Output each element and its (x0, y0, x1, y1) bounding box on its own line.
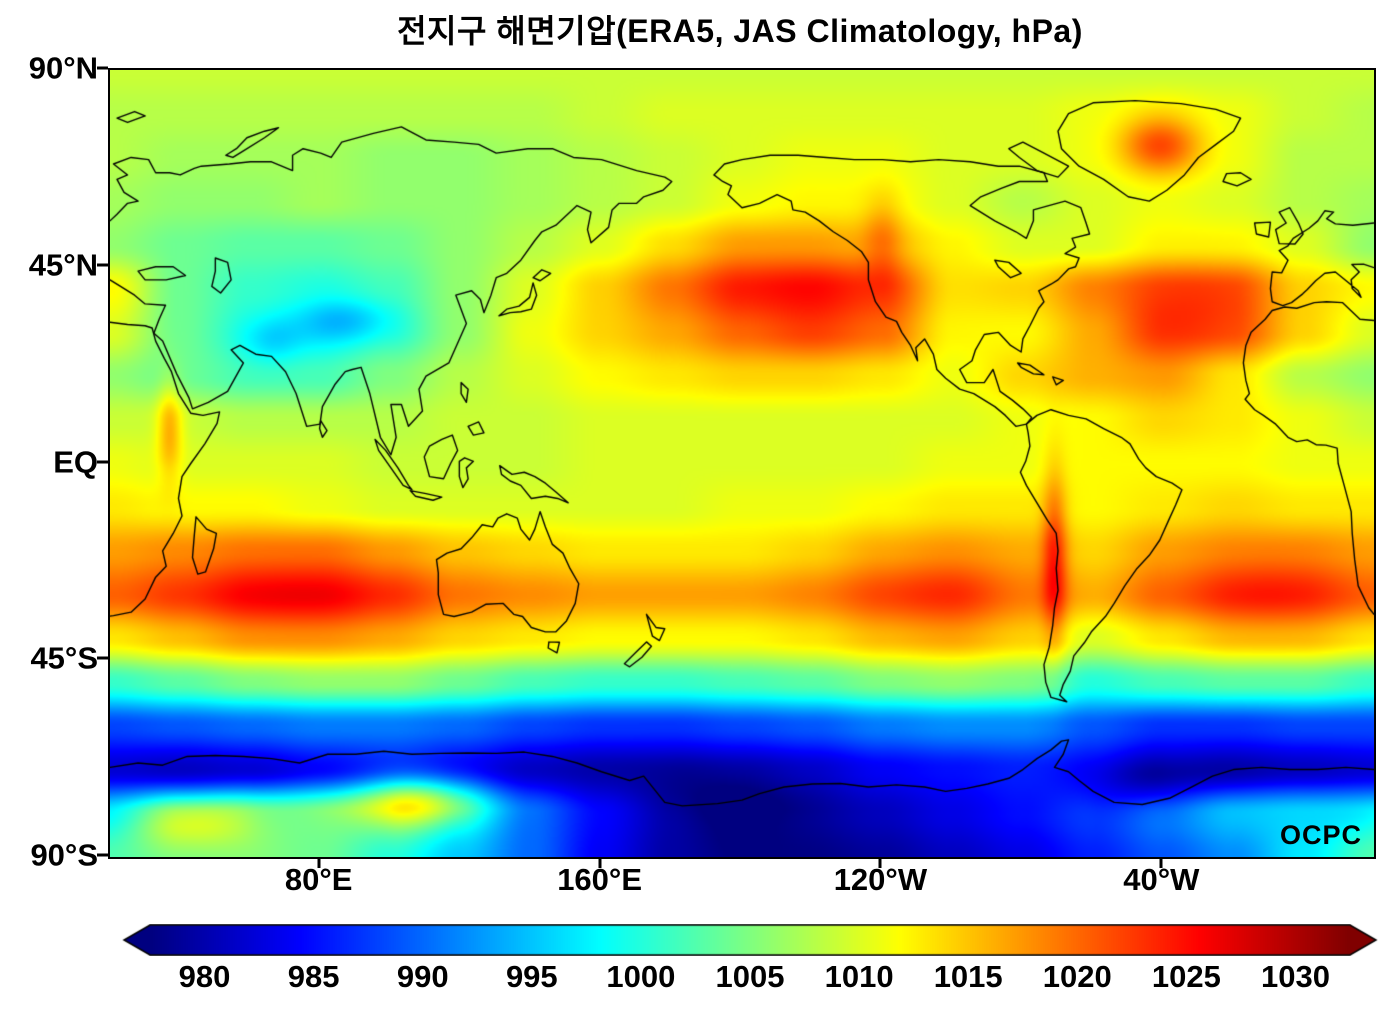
y-axis-tick-90n (97, 66, 108, 70)
colorbar (122, 924, 1378, 956)
colorbar-tick-labels: 980 985 990 995 1000 1005 1010 1015 1020… (150, 958, 1350, 1002)
colorbar-label-1030: 1030 (1260, 959, 1330, 994)
x-axis-tick-120w (878, 857, 882, 868)
map-plot-area: OCPC (108, 68, 1376, 859)
colorbar-label-1000: 1000 (606, 959, 676, 994)
x-axis-label-40w: 40°W (1123, 862, 1200, 897)
chart-title: 전지구 해면기압(ERA5, JAS Climatology, hPa) (397, 13, 1083, 49)
x-axis-tick-80e (317, 857, 321, 868)
x-axis-label-120w: 120°W (833, 862, 928, 897)
colorbar-label-985: 985 (287, 959, 340, 994)
colorbar-label-1005: 1005 (715, 959, 785, 994)
colorbar-label-1020: 1020 (1042, 959, 1112, 994)
x-axis-label-160e: 160°E (557, 862, 642, 897)
y-axis-tick-45s (97, 656, 108, 660)
x-axis-tick-160e (598, 857, 602, 868)
y-axis-label-45s: 45°S (30, 640, 98, 676)
y-axis-label-eq: EQ (53, 444, 98, 479)
x-axis-label-80e: 80°E (284, 862, 353, 897)
y-axis-tick-eq (97, 460, 108, 463)
colorbar-label-980: 980 (178, 959, 231, 994)
y-axis-label-45n: 45°N (28, 247, 98, 283)
colorbar-label-1025: 1025 (1151, 959, 1221, 994)
coastlines-canvas (110, 70, 1374, 857)
y-axis-tick-45n (97, 263, 108, 267)
y-axis-label-90n: 90°N (28, 50, 98, 86)
ocpc-watermark: OCPC (1279, 820, 1362, 850)
colorbar-label-1015: 1015 (933, 959, 1003, 994)
x-axis-tick-40w (1159, 857, 1163, 868)
colorbar-gradient-canvas (122, 924, 1378, 956)
y-axis-tick-90s (97, 853, 108, 857)
colorbar-label-990: 990 (396, 959, 449, 994)
y-axis-label-90s: 90°S (30, 837, 98, 873)
colorbar-label-995: 995 (505, 959, 558, 994)
colorbar-label-1010: 1010 (824, 959, 894, 994)
